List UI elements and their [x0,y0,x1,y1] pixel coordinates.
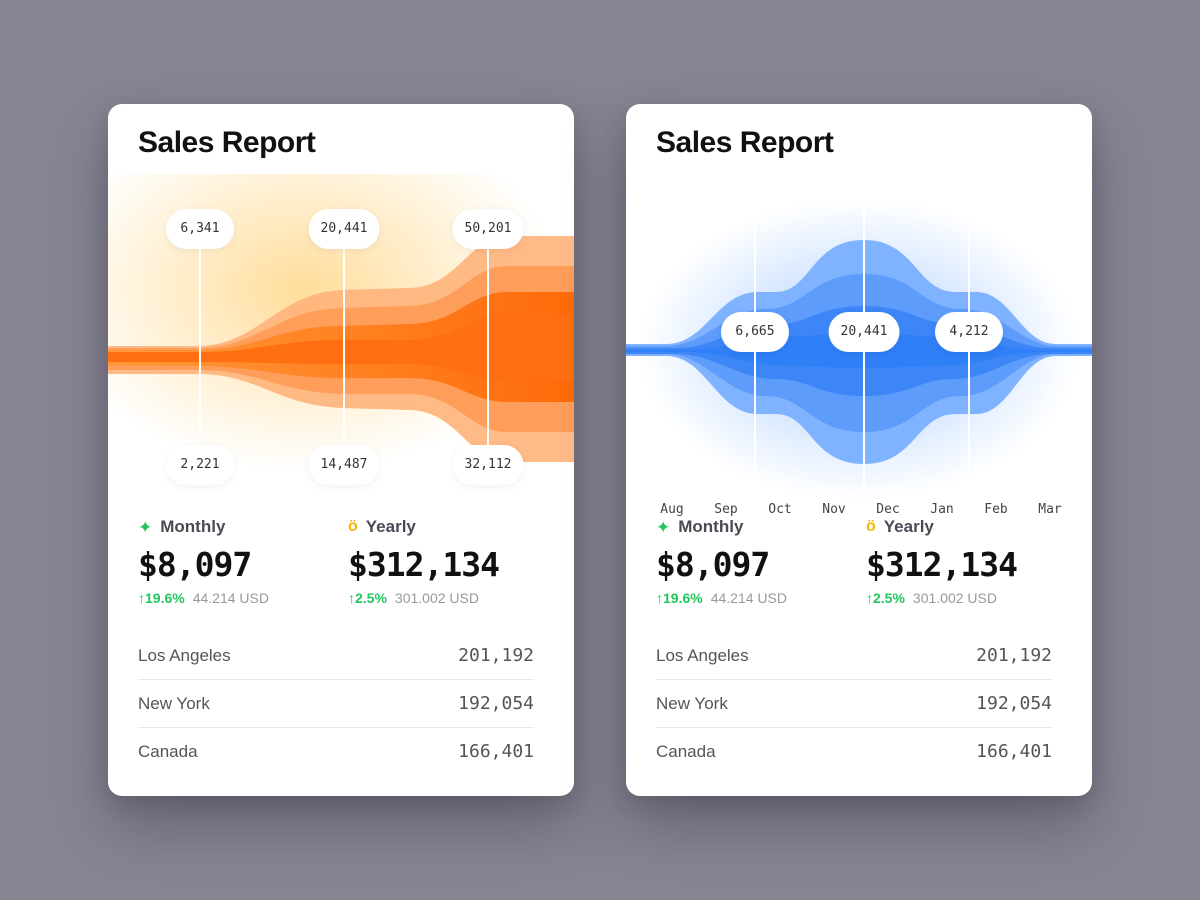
table-row: Los Angeles 201,192 [138,632,534,680]
month-label: Oct [768,502,792,517]
yearly-value: $312,134 [866,545,1018,584]
region-name: New York [656,693,728,713]
region-table: Los Angeles 201,192 New York 192,054 Can… [656,632,1052,775]
marker-bottom-value: 2,221 [166,445,234,485]
yearly-label-row: ö Yearly [866,517,1017,537]
region-value: 201,192 [976,645,1052,666]
yearly-stat: ö Yearly $312,134 ↑2.5% 301.002 USD [866,517,1018,606]
month-label: Feb [984,502,1008,517]
yearly-label: Yearly [365,517,416,536]
marker-value: 4,212 [935,312,1003,352]
yearly-change: ↑2.5% [348,590,387,606]
table-row: New York 192,054 [656,680,1052,728]
month-label: Aug [660,502,684,517]
month-label: Sep [714,502,738,517]
monthly-change: ↑19.6% [138,590,185,606]
marker-value: 20,441 [828,312,900,352]
table-row: Canada 166,401 [138,728,534,775]
marker-bottom-value: 14,487 [308,445,380,485]
region-value: 166,401 [458,741,534,762]
monthly-sub: ↑19.6% 44.214 USD [138,590,269,606]
month-label: Dec [876,502,900,517]
sparkle-icon: ✦ [138,517,153,537]
region-name: Canada [138,741,198,761]
funnel-layer-4 [108,314,574,380]
stats-section: ✦ Monthly $8,097 ↑19.6% 44.214 USD ö Yea… [626,517,1092,617]
region-table: Los Angeles 201,192 New York 192,054 Can… [138,632,534,775]
monthly-label: Monthly [160,517,226,536]
month-axis: Aug Sep Oct Nov Dec Jan Feb Mar [656,502,1066,517]
funnel-chart-blue: 6,665 20,441 4,212 [626,174,1092,504]
medal-icon: ö [348,518,358,535]
monthly-sub: ↑19.6% 44.214 USD [656,590,787,606]
monthly-label-row: ✦ Monthly [656,517,787,537]
table-row: Canada 166,401 [656,728,1052,775]
yearly-usd: 301.002 USD [394,590,479,606]
stats-section: ✦ Monthly $8,097 ↑19.6% 44.214 USD ö Yea… [108,517,574,617]
monthly-value: $8,097 [656,545,770,584]
yearly-change: ↑2.5% [866,590,905,606]
table-row: Los Angeles 201,192 [656,632,1052,680]
sales-report-card-blue: Sales Report 6,665 20,441 4,212 Aug Sep … [626,104,1092,796]
region-value: 192,054 [458,693,534,714]
monthly-label-row: ✦ Monthly [138,517,269,537]
region-value: 201,192 [458,645,534,666]
marker-bottom-value: 32,112 [452,445,524,485]
region-name: New York [138,693,210,713]
yearly-stat: ö Yearly $312,134 ↑2.5% 301.002 USD [348,517,500,606]
marker-top-value: 6,341 [166,209,234,249]
yearly-sub: ↑2.5% 301.002 USD [866,590,1017,606]
marker-top-value: 20,441 [308,209,380,249]
yearly-label-row: ö Yearly [348,517,499,537]
card-title: Sales Report [656,126,834,159]
marker-top-value: 50,201 [452,209,524,249]
region-name: Canada [656,741,716,761]
region-value: 166,401 [976,741,1052,762]
region-name: Los Angeles [138,645,231,665]
monthly-usd: 44.214 USD [710,590,787,606]
monthly-usd: 44.214 USD [192,590,269,606]
monthly-change: ↑19.6% [656,590,703,606]
monthly-label: Monthly [678,517,744,536]
yearly-value: $312,134 [348,545,500,584]
sales-report-card-orange: Sales Report 6,341 20 [108,104,574,796]
medal-icon: ö [866,518,876,535]
region-name: Los Angeles [656,645,749,665]
marker-value: 6,665 [721,312,789,352]
month-label: Nov [822,502,846,517]
yearly-sub: ↑2.5% 301.002 USD [348,590,499,606]
month-label: Mar [1038,502,1062,517]
monthly-stat: ✦ Monthly $8,097 ↑19.6% 44.214 USD [656,517,787,606]
sparkle-icon: ✦ [656,517,671,537]
table-row: New York 192,054 [138,680,534,728]
yearly-label: Yearly [883,517,934,536]
monthly-stat: ✦ Monthly $8,097 ↑19.6% 44.214 USD [138,517,269,606]
monthly-value: $8,097 [138,545,252,584]
yearly-usd: 301.002 USD [912,590,997,606]
region-value: 192,054 [976,693,1052,714]
funnel-chart-orange: 6,341 20,441 50,201 2,221 14,487 32,112 [108,174,574,504]
card-title: Sales Report [138,126,316,159]
month-label: Jan [930,502,954,517]
